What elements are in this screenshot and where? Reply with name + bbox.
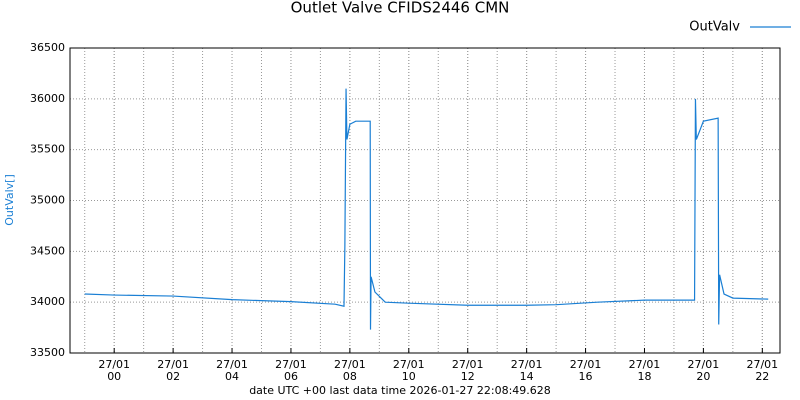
x-tick-label: 27/01 04 — [216, 358, 248, 383]
chart-title: Outlet Valve CFIDS2446 CMN — [291, 0, 510, 17]
x-tick-label: 27/01 06 — [275, 358, 307, 383]
y-tick-label: 36000 — [30, 92, 65, 105]
x-axis-label: date UTC +00 last data time 2026-01-27 2… — [249, 384, 551, 397]
y-tick-label: 34000 — [30, 295, 65, 308]
x-tick-label: 27/01 20 — [687, 358, 720, 383]
x-tick-label: 27/01 16 — [569, 358, 602, 383]
x-tick-label: 27/01 18 — [628, 358, 661, 383]
y-tick-label: 35500 — [30, 143, 65, 156]
x-tick-label: 27/01 02 — [157, 358, 189, 383]
y-tick-label: 36500 — [30, 41, 65, 54]
y-tick-label: 35000 — [30, 194, 65, 207]
y-tick-label: 34500 — [30, 244, 65, 257]
y-tick-label: 33500 — [30, 346, 65, 359]
x-tick-label: 27/01 22 — [746, 358, 779, 383]
legend-label: OutValv — [689, 20, 740, 35]
data-line — [84, 88, 769, 330]
x-tick-label: 27/01 12 — [451, 358, 484, 383]
x-tick-label: 27/01 08 — [334, 358, 366, 383]
y-axis-label: OutValv[] — [3, 174, 16, 226]
x-tick-label: 27/01 10 — [392, 358, 425, 383]
plot-frame — [69, 47, 781, 354]
x-tick-label: 27/01 14 — [510, 358, 543, 383]
x-tick-label: 27/01 00 — [98, 358, 131, 383]
